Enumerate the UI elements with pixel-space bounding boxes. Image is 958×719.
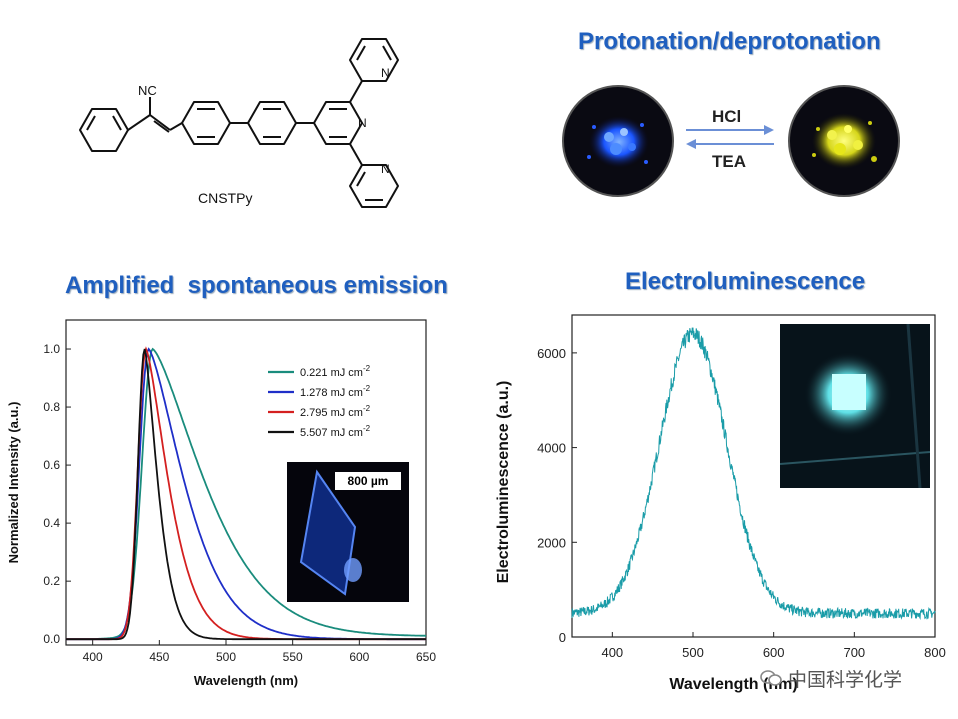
ase-y-tick-label: 1.0 bbox=[43, 342, 60, 356]
el-y-tick-label: 6000 bbox=[537, 346, 566, 361]
ase-plot-frame bbox=[65, 319, 427, 646]
ase-legend-superscript: -2 bbox=[363, 384, 371, 393]
bottom-pyridine-n-label: N bbox=[381, 162, 390, 176]
ase-legend-superscript: -2 bbox=[363, 364, 371, 373]
vinyl-bond bbox=[127, 114, 151, 131]
ase-chart: 400 450 500 550 600 650 0.0 0.2 0.4 0.6 0.8 1.0 Wave… bbox=[6, 319, 436, 688]
el-y-axis-label: Electroluminescence (a.u.) bbox=[495, 381, 512, 584]
ase-legend-label: 1.278 mJ cm-2 bbox=[300, 384, 371, 399]
ase-x-tick-label: 550 bbox=[283, 650, 303, 664]
scale-bar-label: 800 µm bbox=[335, 472, 401, 490]
ase-y-axis-label: Normalized Intensity (a.u.) bbox=[6, 402, 21, 564]
el-y-tick-label: 2000 bbox=[537, 535, 566, 550]
el-x-tick-label: 500 bbox=[682, 645, 704, 660]
ase-series-line bbox=[66, 348, 426, 641]
central-pyridine-ring bbox=[313, 101, 363, 145]
top-pyridine-n-label: N bbox=[381, 66, 390, 80]
ase-x-axis-label: Wavelength (nm) bbox=[194, 673, 298, 688]
ase-y-tick-label: 0.4 bbox=[43, 516, 60, 530]
blue-emission-photo bbox=[562, 85, 674, 197]
hcl-label: HCl bbox=[712, 107, 741, 126]
reaction-arrows: HCl TEA bbox=[686, 107, 774, 171]
ase-legend-label: 0.221 mJ cm-2 bbox=[300, 364, 371, 379]
ase-y-tick-label: 0.6 bbox=[43, 458, 60, 472]
el-series-line bbox=[571, 327, 936, 621]
molecule-name: CNSTPy bbox=[198, 190, 252, 206]
yellow-emission-photo bbox=[788, 85, 900, 197]
el-y-tick-label: 4000 bbox=[537, 441, 566, 456]
el-x-axis-label: Wavelength (nm) bbox=[669, 676, 797, 693]
protonation-title: Protonation/deprotonation bbox=[578, 28, 881, 55]
watermark-text: 中国科学化学 bbox=[788, 668, 903, 691]
ase-y-tick-label: 0.8 bbox=[43, 400, 60, 414]
el-chart: 400 500 600 700 800 0 2000 4000 6000 Wavelength (… bbox=[495, 314, 946, 693]
el-x-tick-label: 400 bbox=[601, 645, 623, 660]
ase-x-tick-label: 400 bbox=[83, 650, 103, 664]
ase-x-tick-label: 600 bbox=[349, 650, 369, 664]
pyridine-n-label: N bbox=[358, 116, 367, 130]
ase-legend-superscript: -2 bbox=[363, 404, 371, 413]
tea-label: TEA bbox=[712, 152, 746, 171]
wechat-icon bbox=[760, 669, 782, 687]
molecule-structure: NC N N N CNSTPy bbox=[79, 38, 399, 208]
ase-y-tick-label: 0.2 bbox=[43, 574, 60, 588]
el-inset-photo bbox=[780, 324, 930, 488]
ase-x-tick-label: 650 bbox=[416, 650, 436, 664]
top-pyridine-ring bbox=[349, 38, 399, 82]
ase-legend-label: 5.507 mJ cm-2 bbox=[300, 424, 371, 439]
el-y-tick-label: 0 bbox=[559, 630, 566, 645]
ase-x-tick-label: 450 bbox=[149, 650, 169, 664]
ase-y-tick-label: 0.0 bbox=[43, 632, 60, 646]
nitrile-label: NC bbox=[138, 83, 157, 98]
ase-x-tick-label: 500 bbox=[216, 650, 236, 664]
el-x-tick-label: 800 bbox=[924, 645, 946, 660]
el-title: Electroluminescence bbox=[625, 268, 866, 295]
el-x-tick-label: 700 bbox=[843, 645, 865, 660]
bottom-pyridine-ring bbox=[349, 164, 399, 208]
ase-legend-superscript: -2 bbox=[363, 424, 371, 433]
ase-legend-label: 2.795 mJ cm-2 bbox=[300, 404, 371, 419]
ase-inset-photo: 800 µm bbox=[287, 462, 409, 602]
el-plot-frame bbox=[571, 314, 936, 638]
watermark: 中国科学化学 bbox=[760, 664, 902, 692]
el-x-tick-label: 600 bbox=[763, 645, 785, 660]
ase-title: Amplified spontaneous emission bbox=[65, 272, 448, 299]
